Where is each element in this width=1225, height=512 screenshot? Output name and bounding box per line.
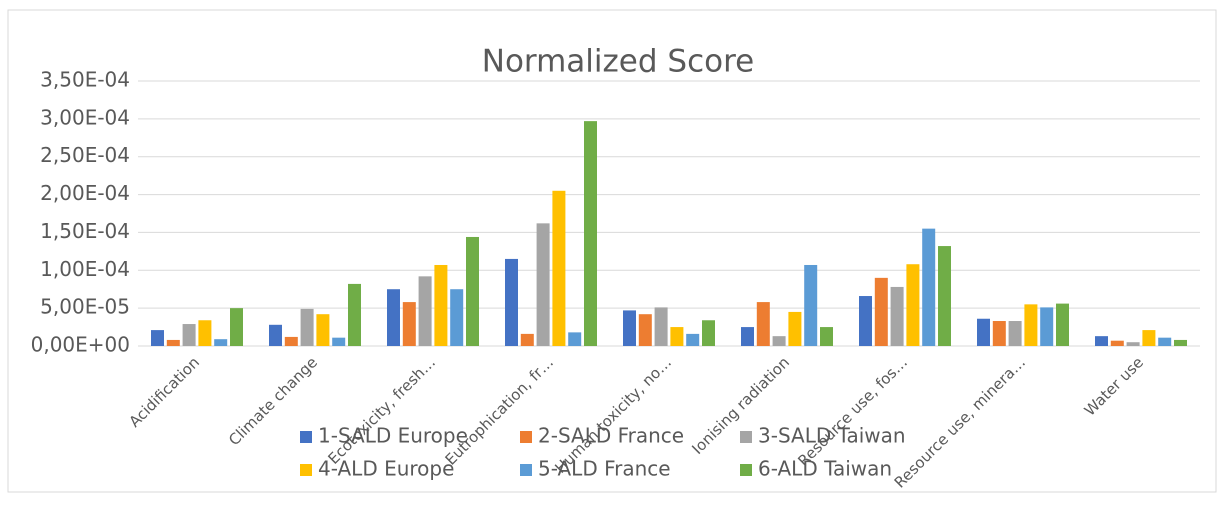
chart-border	[7, 9, 1217, 493]
bar	[166, 339, 180, 346]
bar	[300, 308, 314, 346]
legend-label: 6-ALD Taiwan	[758, 457, 892, 481]
bar	[686, 333, 700, 346]
bar	[505, 258, 518, 346]
bar	[992, 321, 1006, 346]
bar	[466, 236, 479, 346]
bar	[1126, 342, 1140, 346]
bar	[1008, 321, 1022, 346]
bar	[269, 324, 282, 346]
bar	[788, 311, 802, 346]
y-tick-label: 2,50E-04	[40, 143, 130, 167]
bar	[906, 264, 920, 346]
bar	[332, 337, 346, 346]
bar	[182, 324, 196, 346]
legend-label: 5-ALD France	[538, 457, 671, 481]
bar	[214, 339, 228, 346]
bar	[1158, 337, 1172, 346]
bar	[977, 318, 990, 346]
bar	[1174, 339, 1187, 346]
legend-label: 3-SALD Taiwan	[758, 424, 906, 448]
bar	[638, 314, 652, 346]
bar	[450, 289, 464, 346]
y-tick-label: 1,00E-04	[40, 257, 130, 281]
y-tick-label: 3,50E-04	[40, 68, 130, 92]
bar	[890, 286, 904, 346]
bar	[552, 190, 566, 346]
bar	[434, 264, 448, 346]
bar	[284, 336, 298, 346]
bar	[198, 320, 212, 346]
bar	[230, 308, 243, 346]
bar	[1095, 336, 1108, 346]
bar	[1024, 304, 1038, 346]
bar	[922, 228, 936, 346]
y-tick-label: 1,50E-04	[40, 219, 130, 243]
bar	[402, 302, 416, 346]
bar	[520, 333, 534, 346]
bar	[1142, 330, 1156, 346]
legend-swatch	[740, 464, 752, 476]
legend-label: 4-ALD Europe	[318, 457, 454, 481]
legend-swatch	[520, 431, 532, 443]
bar	[584, 121, 597, 346]
bar	[859, 296, 872, 346]
legend-swatch	[740, 431, 752, 443]
bar	[418, 276, 432, 346]
bar	[702, 320, 715, 346]
bar	[387, 289, 400, 346]
legend-label: 1-SALD Europe	[318, 424, 468, 448]
bar	[151, 330, 164, 346]
bar	[1110, 340, 1124, 346]
bar	[316, 314, 330, 346]
legend-swatch	[300, 431, 312, 443]
legend-swatch	[300, 464, 312, 476]
bar	[654, 307, 668, 346]
y-tick-label: 5,00E-05	[40, 295, 130, 319]
bar	[1056, 303, 1069, 346]
legend-swatch	[520, 464, 532, 476]
legend-label: 2-SALD France	[538, 424, 684, 448]
bar	[938, 246, 951, 346]
bar	[772, 336, 786, 346]
bar	[804, 264, 818, 346]
y-tick-label: 2,00E-04	[40, 181, 130, 205]
bar	[348, 283, 361, 346]
bar	[1040, 307, 1054, 346]
bar	[874, 277, 888, 346]
y-tick-label: 0,00E+00	[31, 333, 130, 357]
bar	[670, 327, 684, 346]
y-tick-label: 3,00E-04	[40, 105, 130, 129]
bar	[623, 310, 636, 346]
bar	[820, 327, 833, 346]
bar	[568, 332, 582, 346]
chart-title: Normalized Score	[482, 44, 754, 80]
bar	[741, 327, 754, 346]
bar	[756, 302, 770, 346]
bar	[536, 223, 550, 346]
